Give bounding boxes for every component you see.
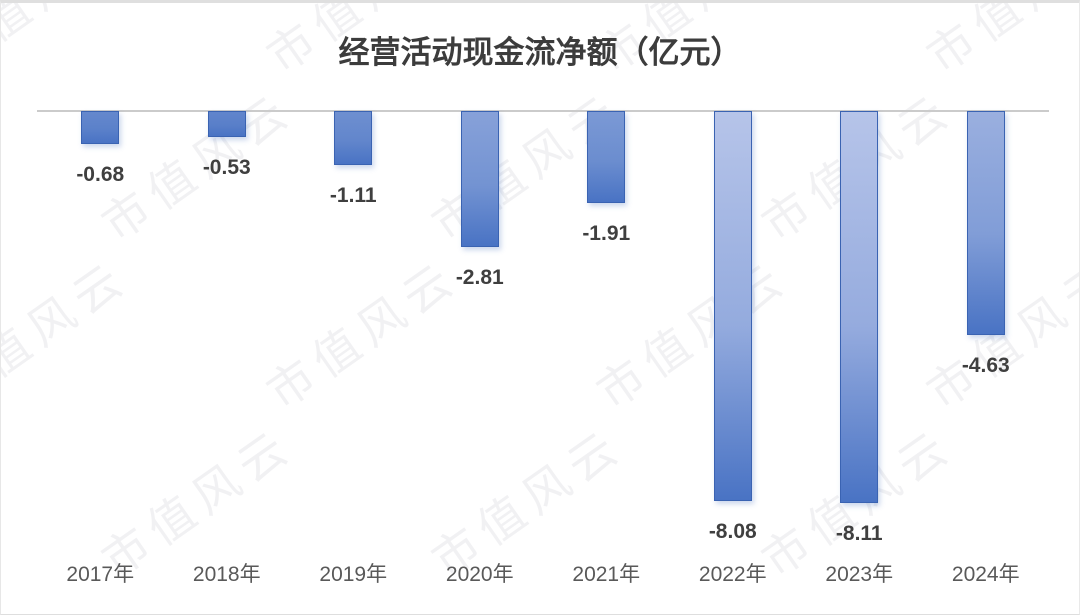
value-label-2018年: -0.53 (202, 155, 251, 179)
value-label-2022年: -8.08 (708, 520, 757, 544)
x-axis-label-2018年: 2018年 (192, 563, 261, 586)
x-axis-label-2021年: 2021年 (572, 563, 641, 586)
bar-2020年 (460, 111, 499, 247)
bar-2021年 (587, 111, 626, 204)
x-axis-label-2023年: 2023年 (825, 563, 894, 586)
bar-2018年 (207, 111, 246, 137)
bar-2017年 (81, 111, 120, 144)
x-axis-label-2024年: 2024年 (951, 563, 1020, 586)
chart-title: 经营活动现金流净额（亿元） (338, 35, 742, 70)
value-label-2019年: -1.11 (329, 183, 377, 207)
x-axis-label-2017年: 2017年 (66, 563, 135, 586)
value-label-2024年: -4.63 (961, 353, 1010, 377)
x-axis-label-2020年: 2020年 (445, 563, 514, 586)
value-label-2017年: -0.68 (76, 162, 125, 186)
x-axis-label-2019年: 2019年 (319, 563, 388, 586)
value-label-2020年: -2.81 (455, 265, 504, 289)
bar-2022年 (713, 111, 752, 502)
value-label-2023年: -8.11 (835, 521, 883, 545)
value-label-2021年: -1.91 (582, 222, 631, 246)
x-axis-line (37, 110, 1049, 112)
plot-area: -0.68 2017年 -0.53 2018年 -1.11 2019年 -2.81 2020年… (1, 3, 1079, 614)
bar-2019年 (334, 111, 373, 165)
x-axis-label-2022年: 2022年 (698, 563, 767, 586)
bar-2023年 (840, 111, 879, 503)
bar-2024年 (966, 111, 1005, 335)
